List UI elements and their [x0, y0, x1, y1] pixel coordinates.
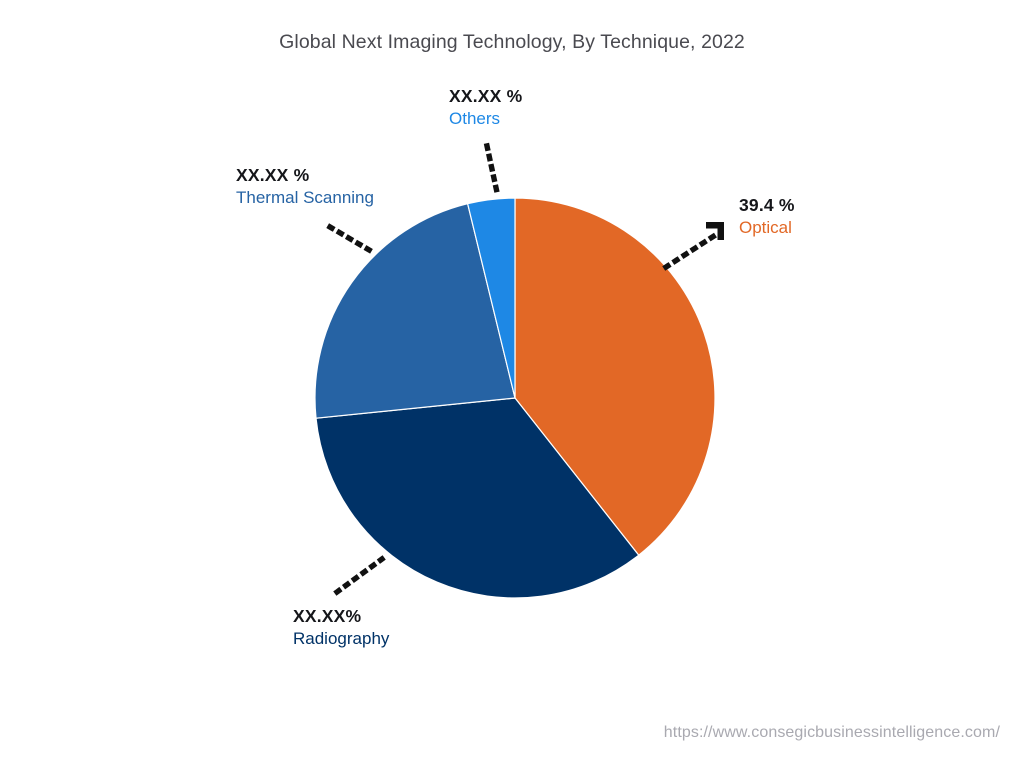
leader-line-group: [326, 142, 724, 596]
callout-others-percent: XX.XX %: [449, 86, 523, 106]
pie-slice-others[interactable]: [466, 197, 516, 399]
pie-slice-optical[interactable]: [514, 197, 716, 557]
callout-others: XX.XX % Others: [449, 86, 523, 128]
leader-line-thermal: [326, 223, 380, 258]
pie-slice-group: [314, 197, 716, 599]
callout-radiography: XX.XX% Radiography: [293, 606, 390, 648]
callout-radiography-percent: XX.XX%: [293, 606, 362, 626]
callout-thermal-percent: XX.XX %: [236, 165, 310, 185]
pie-slice-thermal-scanning[interactable]: [314, 202, 516, 419]
leader-line-optical: [662, 232, 718, 271]
source-url[interactable]: https://www.consegicbusinessintelligence…: [663, 724, 1000, 741]
leader-arrowhead-optical: [706, 222, 724, 240]
callout-others-category: Others: [449, 108, 501, 128]
callout-optical-category: Optical: [739, 217, 792, 237]
leader-line-others: [483, 142, 502, 201]
pie-slice-radiography[interactable]: [315, 397, 640, 599]
callout-thermal-scanning: XX.XX % Thermal Scanning: [236, 165, 374, 207]
page-title: Global Next Imaging Technology, By Techn…: [279, 31, 745, 53]
callout-thermal-category: Thermal Scanning: [236, 187, 374, 207]
callout-optical-percent: 39.4 %: [739, 195, 795, 215]
callout-radiography-category: Radiography: [293, 628, 390, 648]
leader-line-radiography: [333, 555, 386, 596]
callout-optical: 39.4 % Optical: [739, 195, 795, 237]
